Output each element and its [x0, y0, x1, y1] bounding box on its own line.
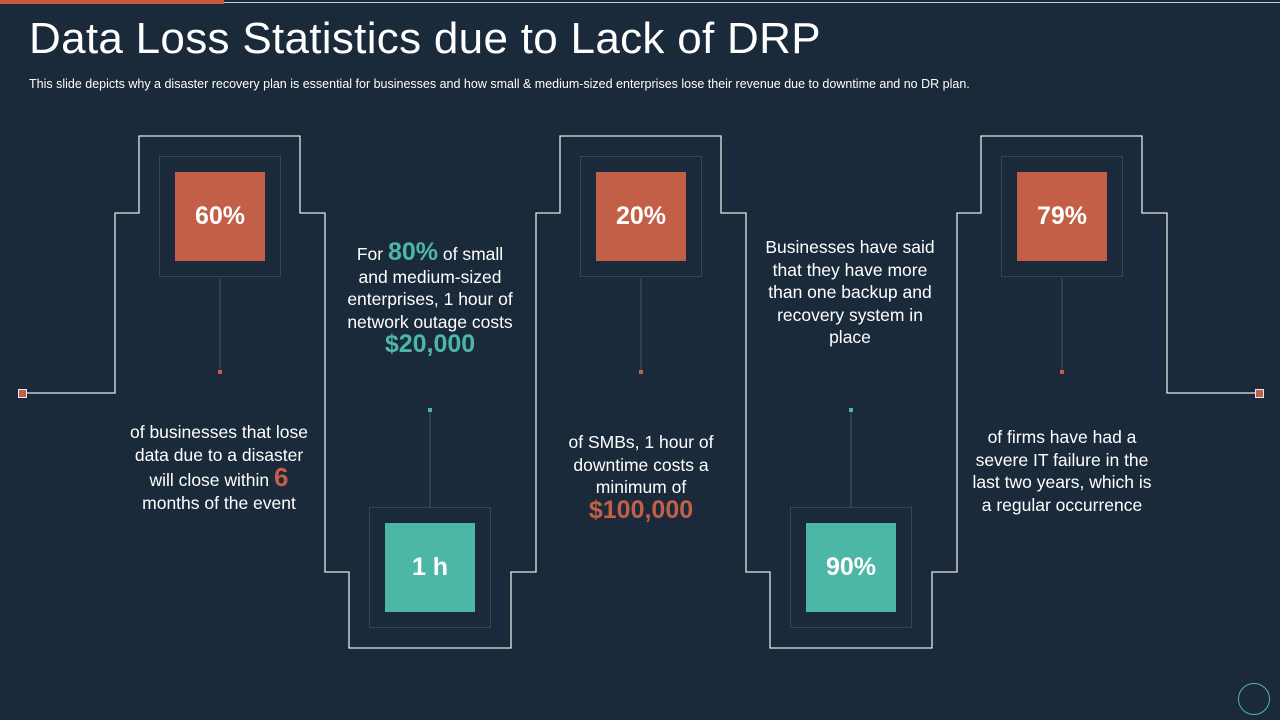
accent-bar: [0, 0, 224, 4]
connector-dot-5: [1060, 370, 1064, 374]
stat-text-5: of firms have had a severe IT failure in…: [972, 426, 1152, 516]
stat-text-4-a: Businesses have said that they have more…: [765, 237, 935, 347]
stat-text-3: of SMBs, 1 hour of downtime costs a mini…: [551, 431, 731, 523]
stat-text-2-a: For: [356, 244, 384, 264]
page-subtitle: This slide depicts why a disaster recove…: [29, 77, 970, 91]
stat-text-1-a: of businesses that lose data due to a di…: [129, 422, 309, 490]
stat-frame-4: [790, 507, 912, 628]
stat-value-5: 79%: [1017, 172, 1107, 261]
connector-dot-2: [428, 408, 432, 412]
connector-dot-3: [639, 370, 643, 374]
stat-value-3: 20%: [596, 172, 686, 261]
stat-text-2-highlight2: $20,000: [384, 330, 476, 358]
stat-text-2-highlight: 80%: [387, 238, 438, 266]
timeline-start-marker: [18, 389, 27, 398]
stat-text-2: For 80% of small and medium-sized enterp…: [340, 238, 520, 358]
stat-text-1-highlight: 6: [274, 462, 289, 492]
stat-frame-2: [369, 507, 491, 628]
stat-text-1: of businesses that lose data due to a di…: [129, 421, 309, 514]
stat-text-3-a: of SMBs, 1 hour of downtime costs a mini…: [568, 432, 714, 497]
corner-circle-decoration: [1238, 683, 1270, 715]
stat-value-2: 1 h: [385, 523, 475, 612]
timeline-end-marker: [1255, 389, 1264, 398]
stat-value-1: 60%: [175, 172, 265, 261]
stat-text-5-a: of firms have had a severe IT failure in…: [972, 427, 1152, 515]
stat-text-1-b: months of the event: [142, 492, 296, 513]
stat-frame-5: [1001, 156, 1123, 277]
top-rule: [0, 2, 1280, 3]
stat-text-4: Businesses have said that they have more…: [760, 236, 940, 349]
stat-text-2-b: of small and medium-sized enterprises, 1…: [347, 244, 513, 332]
stat-text-3-highlight: $100,000: [588, 495, 694, 524]
stat-frame-3: [580, 156, 702, 277]
stat-frame-1: [159, 156, 281, 277]
connector-dot-1: [218, 370, 222, 374]
stat-value-4: 90%: [806, 523, 896, 612]
page-title: Data Loss Statistics due to Lack of DRP: [29, 14, 821, 63]
connector-dot-4: [849, 408, 853, 412]
